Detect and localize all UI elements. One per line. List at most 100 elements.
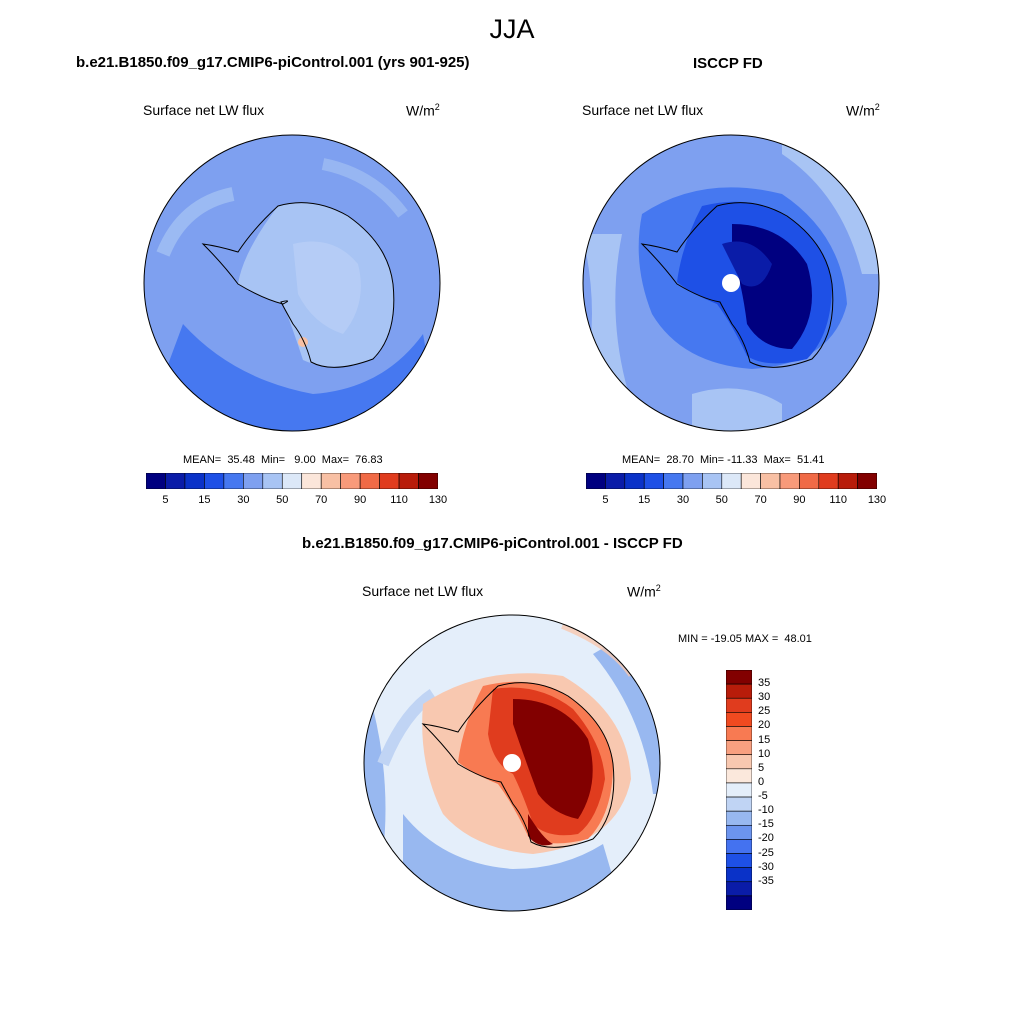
colorbar-swatch bbox=[726, 824, 752, 840]
panel3-variable-label: Surface net LW flux bbox=[362, 583, 484, 599]
colorbar-swatch bbox=[837, 473, 858, 489]
panel3-plateau-maximum bbox=[513, 699, 593, 819]
panel1-variable-label: Surface net LW flux bbox=[143, 102, 265, 118]
panel2-colorbar bbox=[586, 473, 877, 489]
colorbar-tick-label: -30 bbox=[758, 860, 774, 873]
panel1-southern-ocean-band bbox=[144, 324, 440, 431]
colorbar-swatch bbox=[418, 473, 438, 489]
colorbar-swatch bbox=[605, 473, 626, 489]
colorbar-tick-label: 25 bbox=[758, 705, 771, 718]
colorbar-tick-label: 90 bbox=[793, 494, 806, 506]
colorbar-tick-label: 70 bbox=[315, 494, 328, 506]
panel1-units: W/m2 bbox=[406, 102, 440, 119]
colorbar-swatch bbox=[243, 473, 264, 489]
colorbar-tick-label: -15 bbox=[758, 818, 774, 831]
colorbar-tick-label: 5 bbox=[758, 761, 765, 774]
panel1-polar-map bbox=[143, 134, 441, 432]
colorbar-swatch bbox=[726, 853, 752, 868]
colorbar-tick-label: -35 bbox=[758, 874, 774, 887]
colorbar-swatch bbox=[726, 895, 752, 910]
colorbar-swatch bbox=[663, 473, 684, 489]
colorbar-swatch bbox=[760, 473, 781, 489]
panel1-colorbar bbox=[146, 473, 438, 489]
colorbar-swatch bbox=[204, 473, 225, 489]
colorbar-tick-label: 30 bbox=[758, 691, 771, 704]
colorbar-swatch bbox=[184, 473, 205, 489]
panel2-polar-map bbox=[582, 134, 880, 432]
panel3-colorbar bbox=[726, 670, 752, 910]
colorbar-swatch bbox=[726, 712, 752, 727]
colorbar-tick-label: 0 bbox=[758, 775, 765, 788]
colorbar-swatch bbox=[624, 473, 645, 489]
colorbar-swatch bbox=[262, 473, 283, 489]
colorbar-swatch bbox=[818, 473, 839, 489]
panel3-polar-map bbox=[363, 614, 661, 912]
panel3-pole-hole bbox=[503, 754, 521, 772]
colorbar-swatch bbox=[721, 473, 742, 489]
colorbar-swatch bbox=[726, 683, 752, 699]
panel2-units: W/m2 bbox=[846, 102, 880, 119]
colorbar-swatch bbox=[146, 473, 166, 489]
colorbar-tick-label: 30 bbox=[237, 494, 250, 506]
season-title: JJA bbox=[489, 14, 535, 44]
colorbar-swatch bbox=[726, 796, 752, 812]
colorbar-swatch bbox=[165, 473, 186, 489]
colorbar-tick-label: 110 bbox=[390, 494, 408, 506]
panel1-colorbar-ticks: 5 15 30 50 70 90 110 130 bbox=[146, 494, 447, 508]
colorbar-swatch bbox=[340, 473, 361, 489]
colorbar-swatch bbox=[726, 810, 752, 826]
colorbar-tick-label: 50 bbox=[276, 494, 289, 506]
colorbar-swatch bbox=[726, 782, 752, 798]
colorbar-tick-label: 30 bbox=[676, 494, 690, 506]
colorbar-swatch bbox=[857, 473, 877, 489]
colorbar-swatch bbox=[726, 768, 752, 784]
colorbar-swatch bbox=[726, 867, 752, 883]
colorbar-tick-label: 20 bbox=[758, 719, 771, 732]
colorbar-swatch bbox=[726, 697, 752, 713]
colorbar-tick-label: 5 bbox=[162, 494, 169, 506]
colorbar-tick-label: 15 bbox=[638, 494, 651, 506]
colorbar-tick-label: -25 bbox=[758, 846, 774, 859]
colorbar-swatch bbox=[281, 473, 303, 489]
panel2-colorbar-ticks: 5 15 30 50 70 90 110 130 bbox=[586, 494, 886, 508]
colorbar-swatch bbox=[682, 473, 703, 489]
panel3-units: W/m2 bbox=[627, 583, 661, 600]
panel2-stats: MEAN= 28.70 Min= -11.33 Max= 51.41 bbox=[622, 454, 825, 466]
colorbar-swatch bbox=[726, 754, 752, 770]
colorbar-tick-label: -20 bbox=[758, 832, 774, 845]
colorbar-tick-label: 35 bbox=[758, 677, 771, 690]
colorbar-tick-label: 50 bbox=[715, 494, 728, 506]
colorbar-swatch bbox=[726, 726, 752, 741]
colorbar-swatch bbox=[320, 473, 341, 489]
panel2-title: ISCCP FD bbox=[693, 55, 763, 72]
colorbar-tick-label: 15 bbox=[198, 494, 211, 506]
panel3-colorbar-ticks: 35 30 25 20 15 10 5 0 -5 -10 -15 -20 -25 -30 -35 bbox=[758, 670, 798, 910]
colorbar-tick-label: 130 bbox=[867, 494, 887, 506]
colorbar-tick-label: 70 bbox=[754, 494, 767, 506]
colorbar-swatch bbox=[726, 881, 752, 897]
colorbar-swatch bbox=[726, 740, 752, 756]
colorbar-tick-label: 90 bbox=[354, 494, 367, 506]
panel3-stats: MIN = -19.05 MAX = 48.01 bbox=[678, 633, 812, 645]
colorbar-swatch bbox=[586, 473, 606, 489]
colorbar-swatch bbox=[740, 473, 761, 489]
colorbar-swatch bbox=[799, 473, 820, 489]
colorbar-tick-label: 110 bbox=[829, 494, 847, 506]
colorbar-tick-label: 5 bbox=[602, 494, 609, 506]
colorbar-swatch bbox=[726, 670, 752, 685]
panel1-title: b.e21.B1850.f09_g17.CMIP6-piControl.001 … bbox=[76, 54, 470, 71]
panel2-variable-label: Surface net LW flux bbox=[582, 102, 704, 118]
colorbar-swatch bbox=[301, 473, 322, 489]
colorbar-swatch bbox=[702, 473, 723, 489]
panel3-title: b.e21.B1850.f09_g17.CMIP6-piControl.001 … bbox=[302, 535, 683, 552]
colorbar-swatch bbox=[379, 473, 400, 489]
colorbar-swatch bbox=[398, 473, 419, 489]
colorbar-swatch bbox=[223, 473, 244, 489]
colorbar-tick-label: 15 bbox=[758, 733, 771, 746]
colorbar-swatch bbox=[779, 473, 800, 489]
panel2-pole-hole bbox=[722, 274, 740, 292]
colorbar-tick-label: 10 bbox=[758, 747, 771, 760]
colorbar-swatch bbox=[359, 473, 380, 489]
panel1-stats: MEAN= 35.48 Min= 9.00 Max= 76.83 bbox=[183, 454, 383, 466]
colorbar-swatch bbox=[726, 839, 752, 854]
